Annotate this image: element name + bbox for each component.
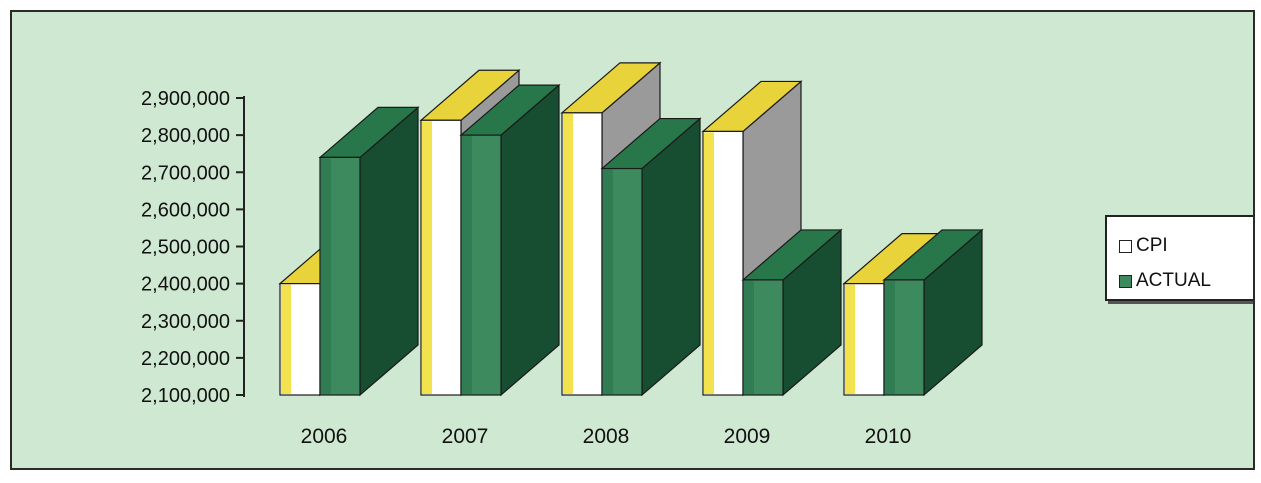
y-tick-label: 2,400,000 bbox=[141, 274, 230, 296]
legend-item-cpi: CPI bbox=[1119, 234, 1168, 258]
y-tick-label: 2,600,000 bbox=[141, 199, 230, 221]
x-category-label: 2008 bbox=[583, 425, 630, 448]
x-category-label: 2009 bbox=[724, 425, 771, 448]
y-tick-label: 2,900,000 bbox=[141, 88, 230, 110]
y-tick-label: 2,300,000 bbox=[141, 311, 230, 333]
x-category-label: 2006 bbox=[301, 425, 348, 448]
chart-legend: CPI ACTUAL bbox=[1105, 215, 1253, 301]
legend-label-actual: ACTUAL bbox=[1136, 270, 1211, 291]
y-tick-label: 2,700,000 bbox=[141, 162, 230, 184]
legend-label-cpi: CPI bbox=[1136, 235, 1168, 256]
y-tick-label: 2,100,000 bbox=[141, 385, 230, 407]
chart-panel: 2,100,000 2,200,000 2,300,000 2,400,000 2,50… bbox=[10, 10, 1255, 470]
y-tick-label: 2,200,000 bbox=[141, 348, 230, 370]
legend-swatch-cpi bbox=[1119, 239, 1132, 253]
bar-cpi-2009-front-shade bbox=[704, 132, 714, 394]
bar-actual-2010-front-shade bbox=[885, 280, 895, 394]
y-tick-label: 2,800,000 bbox=[141, 125, 230, 147]
bar-cpi-2008-front-shade bbox=[563, 113, 573, 394]
y-tick-label: 2,500,000 bbox=[141, 237, 230, 259]
bar-cpi-2010-front-shade bbox=[845, 284, 855, 394]
bar-actual-2008-front-shade bbox=[603, 169, 613, 394]
legend-swatch-actual bbox=[1119, 274, 1132, 288]
bar-chart: 2,100,000 2,200,000 2,300,000 2,400,000 2,50… bbox=[141, 61, 984, 448]
bar-actual-2009-front-shade bbox=[744, 280, 754, 394]
bar-actual-2007-front-shade bbox=[462, 136, 472, 394]
bar-cpi-2006-front-shade bbox=[281, 284, 291, 394]
bar-actual-2007-side bbox=[500, 83, 560, 397]
bar-actual-2006-front-shade bbox=[321, 158, 331, 394]
legend-item-actual: ACTUAL bbox=[1119, 269, 1211, 293]
x-category-label: 2007 bbox=[442, 425, 489, 448]
bar-cpi-2007-front-shade bbox=[422, 121, 432, 395]
x-category-label: 2010 bbox=[865, 425, 912, 448]
